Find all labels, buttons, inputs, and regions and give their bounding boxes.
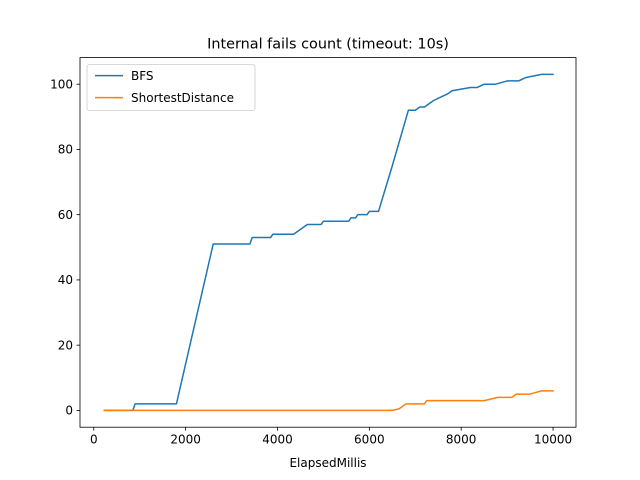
legend: BFS ShortestDistance <box>86 64 256 111</box>
y-tick-label: 80 <box>58 143 73 157</box>
x-tick-label: 4000 <box>262 433 293 447</box>
legend-label: BFS <box>131 69 154 83</box>
x-tick-label: 6000 <box>354 433 385 447</box>
legend-label: ShortestDistance <box>131 91 234 105</box>
y-tick-label: 100 <box>50 77 73 91</box>
y-axis: 0 20 40 60 80 100 <box>50 77 80 418</box>
y-tick-label: 20 <box>58 338 73 352</box>
x-tick-label: 8000 <box>446 433 477 447</box>
x-tick-label: 0 <box>90 433 98 447</box>
y-tick-label: 0 <box>65 404 73 418</box>
x-tick-label: 2000 <box>170 433 201 447</box>
y-tick-label: 40 <box>58 273 73 287</box>
axes-frame <box>79 57 577 428</box>
series-layer <box>103 73 554 412</box>
x-axis: 0 2000 4000 6000 8000 10000 <box>90 427 572 447</box>
chart-title: Internal fails count (timeout: 10s) <box>207 37 449 53</box>
series-line-bfs <box>103 73 554 412</box>
y-tick-label: 60 <box>58 208 73 222</box>
x-tick-label: 10000 <box>534 433 572 447</box>
legend-box <box>86 64 256 111</box>
x-axis-label: ElapsedMillis <box>289 456 366 470</box>
series-line-shortestdistance <box>103 390 554 412</box>
